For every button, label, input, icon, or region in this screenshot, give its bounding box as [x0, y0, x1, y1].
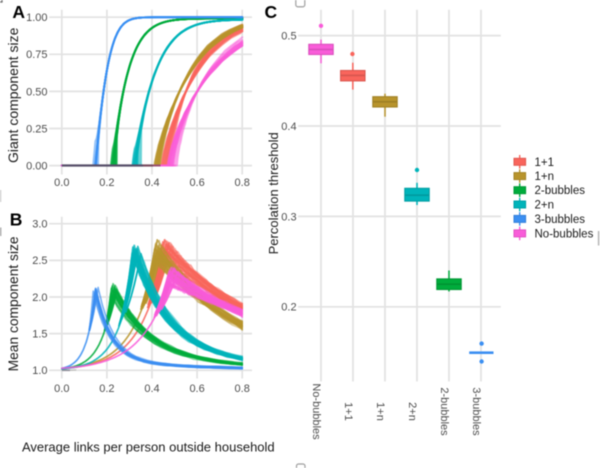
- svg-text:0.4: 0.4: [281, 121, 296, 133]
- svg-text:1+1: 1+1: [535, 157, 555, 169]
- svg-text:3.0: 3.0: [32, 219, 47, 231]
- svg-text:Average links per person outsi: Average links per person outside househo…: [22, 440, 275, 455]
- svg-text:0.6: 0.6: [189, 177, 204, 189]
- svg-text:2+n: 2+n: [406, 402, 418, 421]
- svg-text:2.5: 2.5: [32, 255, 47, 267]
- svg-text:0.8: 0.8: [235, 177, 250, 189]
- svg-text:0.75: 0.75: [26, 49, 47, 61]
- svg-text:No-bubbles: No-bubbles: [535, 228, 594, 240]
- svg-text:A: A: [12, 2, 25, 22]
- svg-text:0.00: 0.00: [26, 161, 47, 173]
- svg-text:2+n: 2+n: [535, 200, 555, 212]
- svg-text:1+n: 1+n: [535, 171, 555, 183]
- svg-text:1+1: 1+1: [342, 402, 354, 421]
- svg-text:2-bubbles: 2-bubbles: [535, 185, 586, 197]
- svg-text:0.2: 0.2: [99, 177, 114, 189]
- svg-text:B: B: [10, 209, 23, 229]
- svg-text:3-bubbles: 3-bubbles: [535, 214, 586, 226]
- svg-text:No-bubbles: No-bubbles: [310, 383, 322, 440]
- svg-text:0.5: 0.5: [281, 31, 296, 43]
- svg-text:3-bubbles: 3-bubbles: [470, 387, 482, 436]
- svg-text:Giant component size: Giant component size: [5, 27, 21, 163]
- svg-text:2-bubbles: 2-bubbles: [438, 387, 450, 436]
- svg-text:0.25: 0.25: [26, 123, 47, 135]
- svg-text:1+n: 1+n: [374, 402, 386, 421]
- svg-text:1.00: 1.00: [26, 12, 47, 24]
- svg-text:Percolation threshold: Percolation threshold: [266, 132, 281, 254]
- svg-text:0.2: 0.2: [281, 302, 296, 314]
- svg-text:Mean component size: Mean component size: [6, 236, 21, 371]
- svg-text:0.50: 0.50: [26, 86, 47, 98]
- svg-text:0.0: 0.0: [54, 383, 69, 395]
- svg-text:1.5: 1.5: [32, 329, 47, 341]
- svg-text:1.0: 1.0: [32, 365, 47, 377]
- svg-text:2.0: 2.0: [32, 292, 47, 304]
- svg-text:0.4: 0.4: [144, 177, 159, 189]
- svg-text:0.3: 0.3: [281, 211, 296, 223]
- svg-text:0.4: 0.4: [144, 383, 159, 395]
- svg-text:0.0: 0.0: [54, 177, 69, 189]
- svg-text:0.2: 0.2: [99, 383, 114, 395]
- svg-text:C: C: [265, 2, 278, 22]
- svg-text:0.8: 0.8: [235, 383, 250, 395]
- svg-text:0.6: 0.6: [189, 383, 204, 395]
